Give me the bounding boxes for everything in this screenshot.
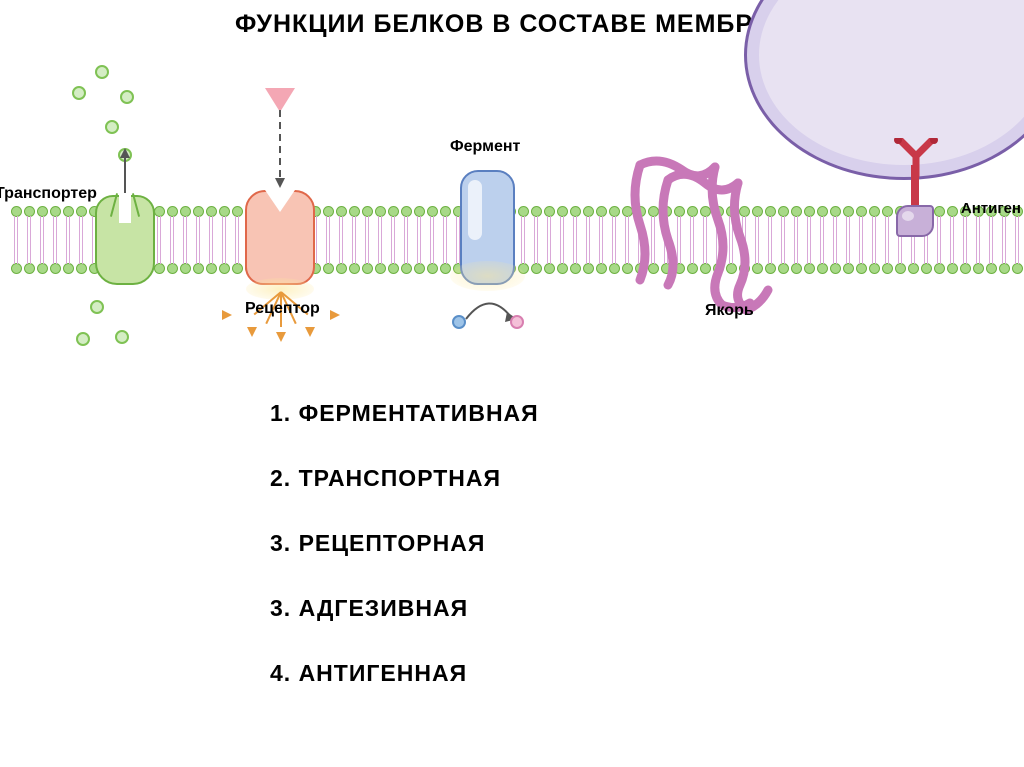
enzyme-label: Фермент [450,138,520,156]
anchor-label: Якорь [705,302,754,320]
function-item: 3. АДГЕЗИВНАЯ [270,595,539,622]
molecule-dot [105,120,119,134]
molecule-dot [72,86,86,100]
enzyme-arrow [461,294,517,324]
antigen-region: Антиген [794,50,1024,280]
antigen-label: Антиген [961,200,1021,217]
molecule-dot [76,332,90,346]
molecule-dot [90,300,104,314]
enzyme-protein [460,170,515,285]
function-item: 1. ФЕРМЕНТАТИВНАЯ [270,400,539,427]
function-item: 4. АНТИГЕННАЯ [270,660,539,687]
ligand-triangle [265,88,295,112]
ligand-arrow [273,110,287,188]
receptor-protein [245,190,315,285]
transporter-protein [95,195,155,285]
function-item: 3. РЕЦЕПТОРНАЯ [270,530,539,557]
functions-list: 1. ФЕРМЕНТАТИВНАЯ 2. ТРАНСПОРТНАЯ 3. РЕЦЕП… [270,400,539,725]
molecule-dot [95,65,109,79]
transporter-label: Транспортер [0,185,97,203]
transporter-arrow-head [120,148,130,158]
anchor-protein [620,155,790,315]
membrane-diagram: Транспортер Рецептор Фермент [0,50,1024,360]
transporter-arrow-line [124,153,126,195]
function-item: 2. ТРАНСПОРТНАЯ [270,465,539,492]
receptor-label: Рецептор [245,300,320,318]
molecule-dot [115,330,129,344]
molecule-dot [120,90,134,104]
substrate-blue [452,315,466,329]
substrate-pink [510,315,524,329]
